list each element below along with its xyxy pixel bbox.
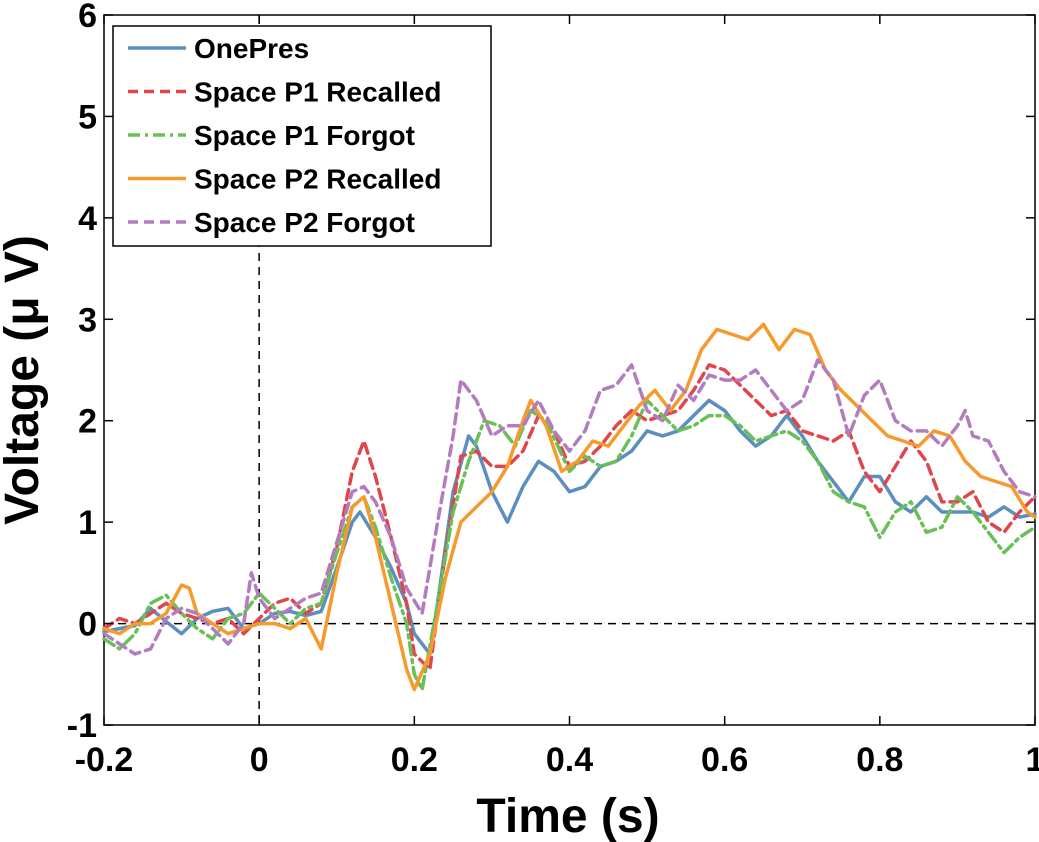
y-tick-label: 4 [78,200,97,238]
x-axis-title: Time (s) [476,790,659,842]
y-tick-label: -1 [67,707,97,745]
legend: OnePres Space P1 Recalled Space P1 Forgot S… [112,25,492,247]
x-tick-label: 0.6 [701,741,748,779]
y-axis-title: Voltage (μ V) [0,235,49,525]
x-tick-label: 0.8 [856,741,903,779]
y-tick-label: 0 [78,606,97,644]
tick-group: -0.2 0 0.2 0.4 0.6 0.8 1 -1 0 1 2 3 4 5 6 [67,0,1039,779]
series-line-3 [102,398,1037,692]
x-tick-label: 1 [1026,741,1039,779]
legend-items: OnePres Space P1 Recalled Space P1 Forgot S… [128,33,441,238]
y-tick-label: 2 [78,403,97,441]
legend-label-5: Space P2 Forgot [194,207,415,238]
series-line-1 [102,398,1037,656]
series-line-2 [102,363,1037,671]
series-line-4 [102,322,1037,692]
x-tick-label: -0.2 [75,741,134,779]
legend-label-4: Space P2 Recalled [194,164,441,195]
x-tick-label: 0 [250,741,269,779]
legend-label-2: Space P1 Recalled [194,77,441,108]
series-line-5 [102,358,1037,656]
y-tick-label: 5 [78,98,97,136]
y-tick-label: 3 [78,301,97,339]
legend-label-1: OnePres [194,33,309,64]
y-tick-label: 6 [78,0,97,35]
y-tick-label: 1 [78,504,97,542]
legend-box [112,25,492,247]
x-tick-label: 0.4 [546,741,593,779]
x-tick-label: 0.2 [391,741,438,779]
series-group [102,322,1037,692]
plot-area: -0.2 0 0.2 0.4 0.6 0.8 1 -1 0 1 2 3 4 5 6 [67,0,1039,779]
legend-label-3: Space P1 Forgot [194,120,415,151]
